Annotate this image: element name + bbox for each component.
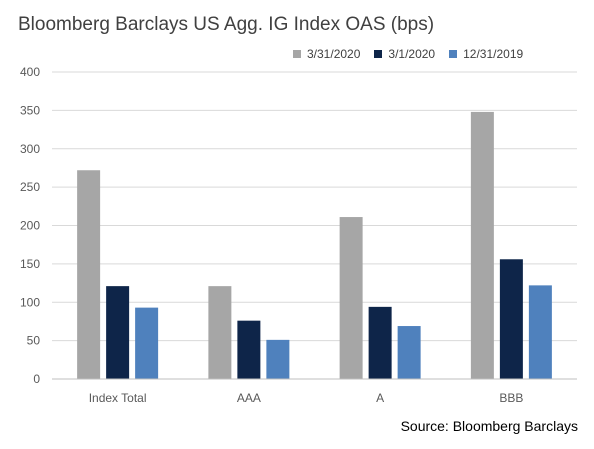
source-note: Source: Bloomberg Barclays [400,418,578,434]
y-tick-label: 0 [33,372,40,386]
gridlines [52,71,577,342]
bar [470,111,494,379]
x-axis-ticks: Index Total AAA A BBB [89,391,524,405]
bars [77,111,552,379]
legend-item-series-1: 3/31/2020 [293,47,360,61]
legend: 3/31/2020 3/1/2020 12/31/2019 [293,47,523,61]
legend-label-series-1: 3/31/2020 [307,47,361,61]
legend-item-series-2: 3/1/2020 [374,47,435,61]
bar [266,339,290,379]
legend-label-series-3: 12/31/2019 [463,47,524,61]
bar [135,307,159,379]
bar [397,326,421,379]
bar [368,306,392,379]
y-axis-ticks: 0 50 100 150 200 250 300 350 400 [20,65,40,386]
bar [499,259,523,379]
bar [208,286,232,379]
bar [339,217,363,379]
x-tick-label: AAA [237,391,261,405]
x-tick-label: BBB [499,391,523,405]
legend-item-series-3: 12/31/2019 [449,47,523,61]
y-tick-label: 50 [27,334,41,348]
legend-label-series-2: 3/1/2020 [388,47,436,61]
x-tick-label: A [376,391,384,405]
y-tick-label: 350 [20,103,40,117]
y-tick-label: 200 [20,219,40,233]
bar [237,320,261,379]
bar [528,285,552,379]
y-tick-label: 100 [20,295,40,309]
chart-title: Bloomberg Barclays US Agg. IG Index OAS … [18,14,435,35]
bar [77,170,101,379]
y-tick-label: 250 [20,180,40,194]
bar [106,286,130,379]
y-tick-label: 150 [20,257,40,271]
legend-swatch-series-2 [374,50,383,58]
legend-swatch-series-3 [449,50,458,58]
y-tick-label: 300 [20,142,40,156]
y-tick-label: 400 [20,65,40,79]
x-tick-label: Index Total [89,391,147,405]
legend-swatch-series-1 [293,50,301,58]
